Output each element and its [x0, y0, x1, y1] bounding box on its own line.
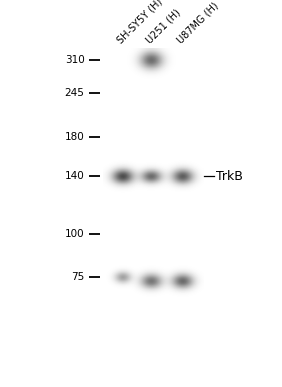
Text: U87MG (H): U87MG (H) [175, 0, 220, 45]
Text: 310: 310 [65, 55, 85, 65]
Text: 180: 180 [65, 132, 85, 142]
Text: 140: 140 [65, 171, 85, 181]
Text: TrkB: TrkB [216, 170, 243, 183]
Text: 245: 245 [65, 88, 85, 98]
Text: SH-SY5Y (H): SH-SY5Y (H) [116, 0, 165, 45]
Text: 75: 75 [71, 272, 85, 282]
Text: U251 (H): U251 (H) [144, 7, 182, 45]
Text: 100: 100 [65, 229, 85, 239]
Bar [103, 48, 203, 366]
